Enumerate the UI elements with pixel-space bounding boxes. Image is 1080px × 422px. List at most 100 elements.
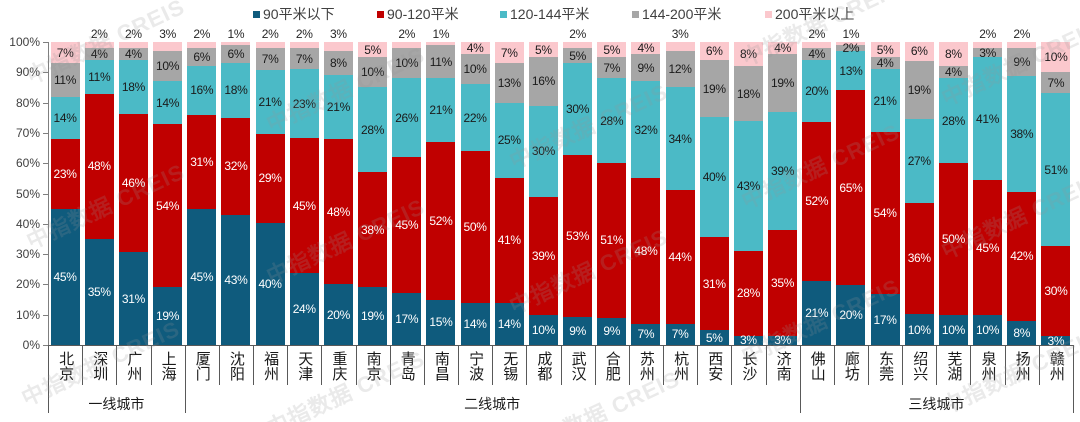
legend-swatch-icon xyxy=(765,10,772,18)
category-separator xyxy=(1005,345,1006,385)
category-separator xyxy=(287,345,288,385)
data-label: 8% xyxy=(330,56,347,71)
bar-segment xyxy=(938,314,968,345)
y-tick-label: 50% xyxy=(15,186,40,201)
bar-segment xyxy=(938,66,968,79)
data-label: 2% xyxy=(842,41,860,55)
data-label: 4% xyxy=(808,47,826,62)
category-label: 济南 xyxy=(774,351,792,381)
data-label: 10% xyxy=(531,322,555,337)
data-label: 9% xyxy=(637,60,655,75)
category-label: 西安 xyxy=(706,351,724,381)
bar-segment xyxy=(494,102,524,179)
data-label: 45% xyxy=(976,240,1000,255)
bar-segment xyxy=(289,48,319,69)
data-label: 13% xyxy=(497,75,521,90)
data-label: 16% xyxy=(190,83,214,98)
data-label: 8% xyxy=(740,47,757,62)
y-axis-tick xyxy=(43,42,48,43)
data-label: 5% xyxy=(569,48,586,63)
category-label: 成都 xyxy=(535,351,553,381)
bar-segment xyxy=(358,287,388,345)
x-axis-line xyxy=(48,345,1073,346)
bar-segment xyxy=(84,238,114,345)
bar-segment xyxy=(1007,75,1037,192)
bar-segment xyxy=(392,293,422,345)
y-axis-tick xyxy=(43,103,48,104)
category-separator xyxy=(492,345,493,385)
data-label: 39% xyxy=(771,163,795,178)
category-label: 赣州 xyxy=(1047,351,1065,381)
bar-segment xyxy=(768,54,798,112)
data-label: 6% xyxy=(193,50,211,65)
bar-segment xyxy=(733,66,763,121)
data-label: 19% xyxy=(907,82,931,97)
bar-segment xyxy=(460,84,490,152)
data-label: 3% xyxy=(159,27,176,41)
data-label: 7% xyxy=(261,51,279,66)
bar-segment xyxy=(494,63,524,103)
y-tick-label: 70% xyxy=(15,125,40,140)
data-label: 52% xyxy=(805,194,829,209)
category-separator xyxy=(116,345,117,385)
data-label: 21% xyxy=(873,93,897,108)
bar-segment xyxy=(221,42,251,46)
bar-segment xyxy=(973,57,1003,180)
bar-segment xyxy=(802,280,832,345)
group-separator xyxy=(800,345,801,413)
data-label: 7% xyxy=(295,51,313,66)
bar-segment xyxy=(631,178,661,324)
bar-segment xyxy=(187,66,217,115)
data-label: 2% xyxy=(125,27,142,41)
bar-segment xyxy=(699,330,729,345)
y-axis-tick xyxy=(43,224,48,225)
category-label: 重庆 xyxy=(330,351,348,381)
category-separator xyxy=(766,345,767,385)
bar-segment xyxy=(768,335,798,345)
category-separator xyxy=(595,345,596,385)
bar-segment xyxy=(289,42,319,48)
bar-segment xyxy=(665,42,695,52)
category-separator xyxy=(424,345,425,385)
category-separator xyxy=(1039,345,1040,385)
bar-segment xyxy=(904,314,934,345)
category-label: 无锡 xyxy=(501,351,519,381)
data-label: 36% xyxy=(907,251,931,266)
data-label: 2% xyxy=(398,27,416,41)
y-axis-tick xyxy=(43,72,48,73)
bar-segment xyxy=(392,78,422,158)
data-label: 45% xyxy=(190,269,214,284)
data-label: 14% xyxy=(497,316,521,331)
data-label: 4% xyxy=(876,56,894,70)
bar-segment xyxy=(153,287,183,345)
data-label: 18% xyxy=(736,86,760,101)
data-label: 10% xyxy=(361,65,385,80)
data-label: 14% xyxy=(53,110,77,125)
legend-item: 144-200平米 xyxy=(632,5,721,23)
bar-segment xyxy=(973,180,1003,315)
data-label: 9% xyxy=(569,324,586,339)
data-label: 3% xyxy=(671,27,689,41)
bar-segment xyxy=(358,172,388,288)
bar-segment xyxy=(973,48,1003,57)
data-label: 7% xyxy=(637,327,655,342)
bar-segment xyxy=(938,163,968,315)
bar-segment xyxy=(699,42,729,60)
bar-segment xyxy=(255,42,285,49)
bar-segment xyxy=(392,157,422,294)
bar-segment xyxy=(528,57,558,106)
legend-item: 90平米以下 xyxy=(253,5,335,23)
bar-segment xyxy=(938,78,968,164)
bar-segment xyxy=(50,96,80,139)
bar-segment xyxy=(153,81,183,124)
category-separator xyxy=(731,345,732,385)
data-label: 3% xyxy=(979,45,996,60)
legend-swatch-icon xyxy=(632,10,639,18)
data-label: 54% xyxy=(873,206,897,220)
bar-segment xyxy=(1041,72,1071,93)
data-label: 23% xyxy=(53,166,77,181)
bar-segment xyxy=(358,42,388,58)
bar-segment xyxy=(938,42,968,67)
category-separator xyxy=(663,345,664,385)
